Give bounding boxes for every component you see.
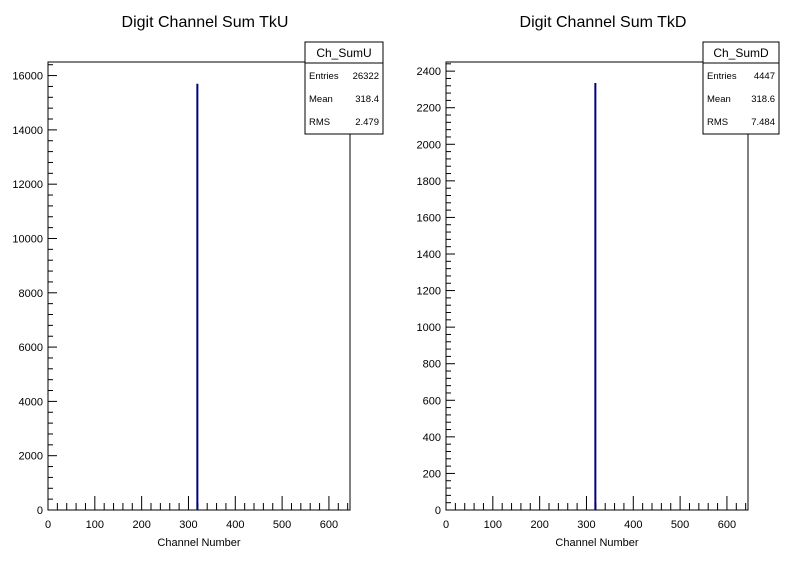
x-tick-label: 0 xyxy=(45,519,51,531)
plot-frame xyxy=(445,61,749,511)
y-tick-label: 2400 xyxy=(417,66,441,78)
x-tick-label: 600 xyxy=(718,519,736,531)
stats-row-value: 318.4 xyxy=(355,94,379,105)
y-tick-label: 2000 xyxy=(19,451,43,463)
x-tick-label: 500 xyxy=(671,519,689,531)
x-tick-label: 500 xyxy=(273,519,291,531)
stats-row-value: 2.479 xyxy=(355,117,379,128)
plot-frame xyxy=(47,61,351,511)
stats-box-title: Ch_SumU xyxy=(316,46,371,60)
y-tick-label: 16000 xyxy=(12,71,43,83)
y-tick-label: 1600 xyxy=(417,212,441,224)
y-tick-label: 10000 xyxy=(12,233,43,245)
y-tick-label: 1000 xyxy=(417,322,441,334)
x-tick-label: 400 xyxy=(226,519,244,531)
stats-row-value: 318.6 xyxy=(751,94,775,105)
stats-row-name: Entries xyxy=(707,71,737,82)
y-tick-label: 12000 xyxy=(12,179,43,191)
stats-row-value: 4447 xyxy=(754,71,775,82)
y-tick-label: 2200 xyxy=(417,103,441,115)
y-tick-label: 2000 xyxy=(417,139,441,151)
y-tick-label: 6000 xyxy=(19,342,43,354)
y-tick-label: 4000 xyxy=(19,396,43,408)
x-tick-label: 300 xyxy=(179,519,197,531)
y-tick-label: 8000 xyxy=(19,288,43,300)
y-tick-label: 1200 xyxy=(417,286,441,298)
x-tick-label: 100 xyxy=(86,519,104,531)
y-tick-label: 14000 xyxy=(12,125,43,137)
stats-row-value: 7.484 xyxy=(751,117,775,128)
x-tick-label: 200 xyxy=(530,519,548,531)
stats-box xyxy=(702,41,780,135)
chart-title: Digit Channel Sum TkD xyxy=(520,14,687,31)
x-tick-label: 300 xyxy=(577,519,595,531)
chart-title: Digit Channel Sum TkU xyxy=(122,14,289,31)
stats-box-title: Ch_SumD xyxy=(713,46,769,60)
y-tick-label: 600 xyxy=(423,395,441,407)
stats-box xyxy=(304,41,384,135)
y-tick-label: 400 xyxy=(423,432,441,444)
x-axis-label: Channel Number xyxy=(555,537,638,549)
stats-row-name: Mean xyxy=(707,94,731,105)
stats-row-name: RMS xyxy=(707,117,728,128)
y-tick-label: 1800 xyxy=(417,176,441,188)
x-tick-label: 0 xyxy=(443,519,449,531)
x-tick-label: 400 xyxy=(624,519,642,531)
stats-row-name: RMS xyxy=(309,117,330,128)
y-tick-label: 800 xyxy=(423,359,441,371)
y-tick-label: 1400 xyxy=(417,249,441,261)
x-tick-label: 600 xyxy=(320,519,338,531)
y-tick-label: 200 xyxy=(423,468,441,480)
stats-row-name: Mean xyxy=(309,94,333,105)
x-tick-label: 100 xyxy=(484,519,502,531)
y-tick-label: 0 xyxy=(37,505,43,517)
stats-row-value: 26322 xyxy=(353,71,379,82)
x-axis-label: Channel Number xyxy=(157,537,240,549)
stats-row-name: Entries xyxy=(309,71,339,82)
x-tick-label: 200 xyxy=(132,519,150,531)
y-tick-label: 0 xyxy=(435,505,441,517)
